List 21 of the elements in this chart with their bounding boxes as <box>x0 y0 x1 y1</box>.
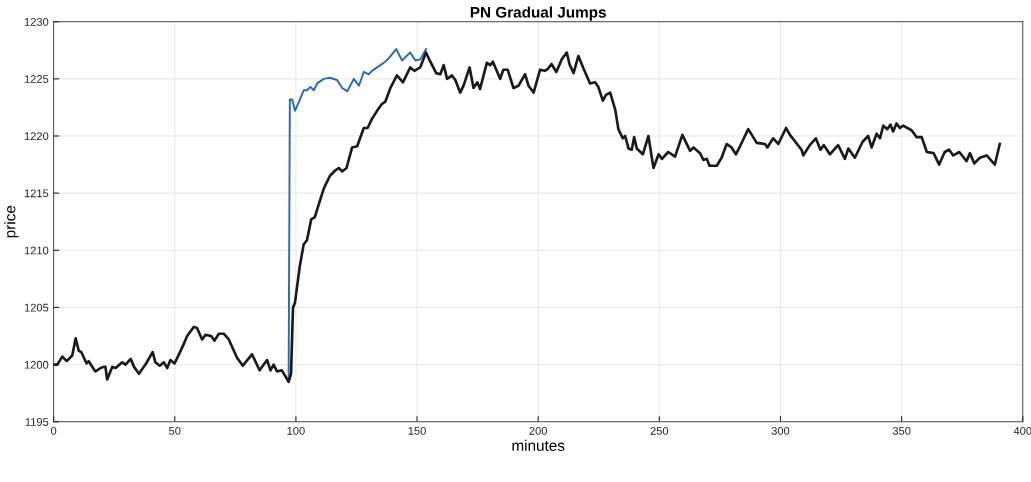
y-tick-label: 1200 <box>24 360 49 369</box>
y-tick-label: 1215 <box>24 189 49 198</box>
y-tick-label: 1225 <box>24 75 49 83</box>
x-axis-title: minutes <box>512 439 565 451</box>
x-tick-label: 300 <box>771 426 790 435</box>
x-tick-label: 350 <box>892 426 911 435</box>
y-tick-label: 1220 <box>24 132 49 141</box>
y-tick-label: 1210 <box>24 246 49 255</box>
y-tick-label: 1230 <box>24 17 49 26</box>
x-tick-label: 150 <box>408 426 426 435</box>
x-tick-label: 50 <box>169 426 181 435</box>
y-tick-label: 1205 <box>24 303 49 312</box>
x-tick-label: 400 <box>1013 426 1031 435</box>
y-tick-label: 1195 <box>25 418 49 426</box>
x-tick-label: 100 <box>287 426 305 435</box>
line-series <box>53 51 1002 384</box>
x-tick-label: 200 <box>529 426 548 435</box>
x-tick-label: 0 <box>50 426 57 435</box>
y-axis-title: price <box>4 205 19 238</box>
chart-title: PN Gradual Jumps <box>470 6 606 21</box>
x-tick-label: 250 <box>650 426 669 435</box>
